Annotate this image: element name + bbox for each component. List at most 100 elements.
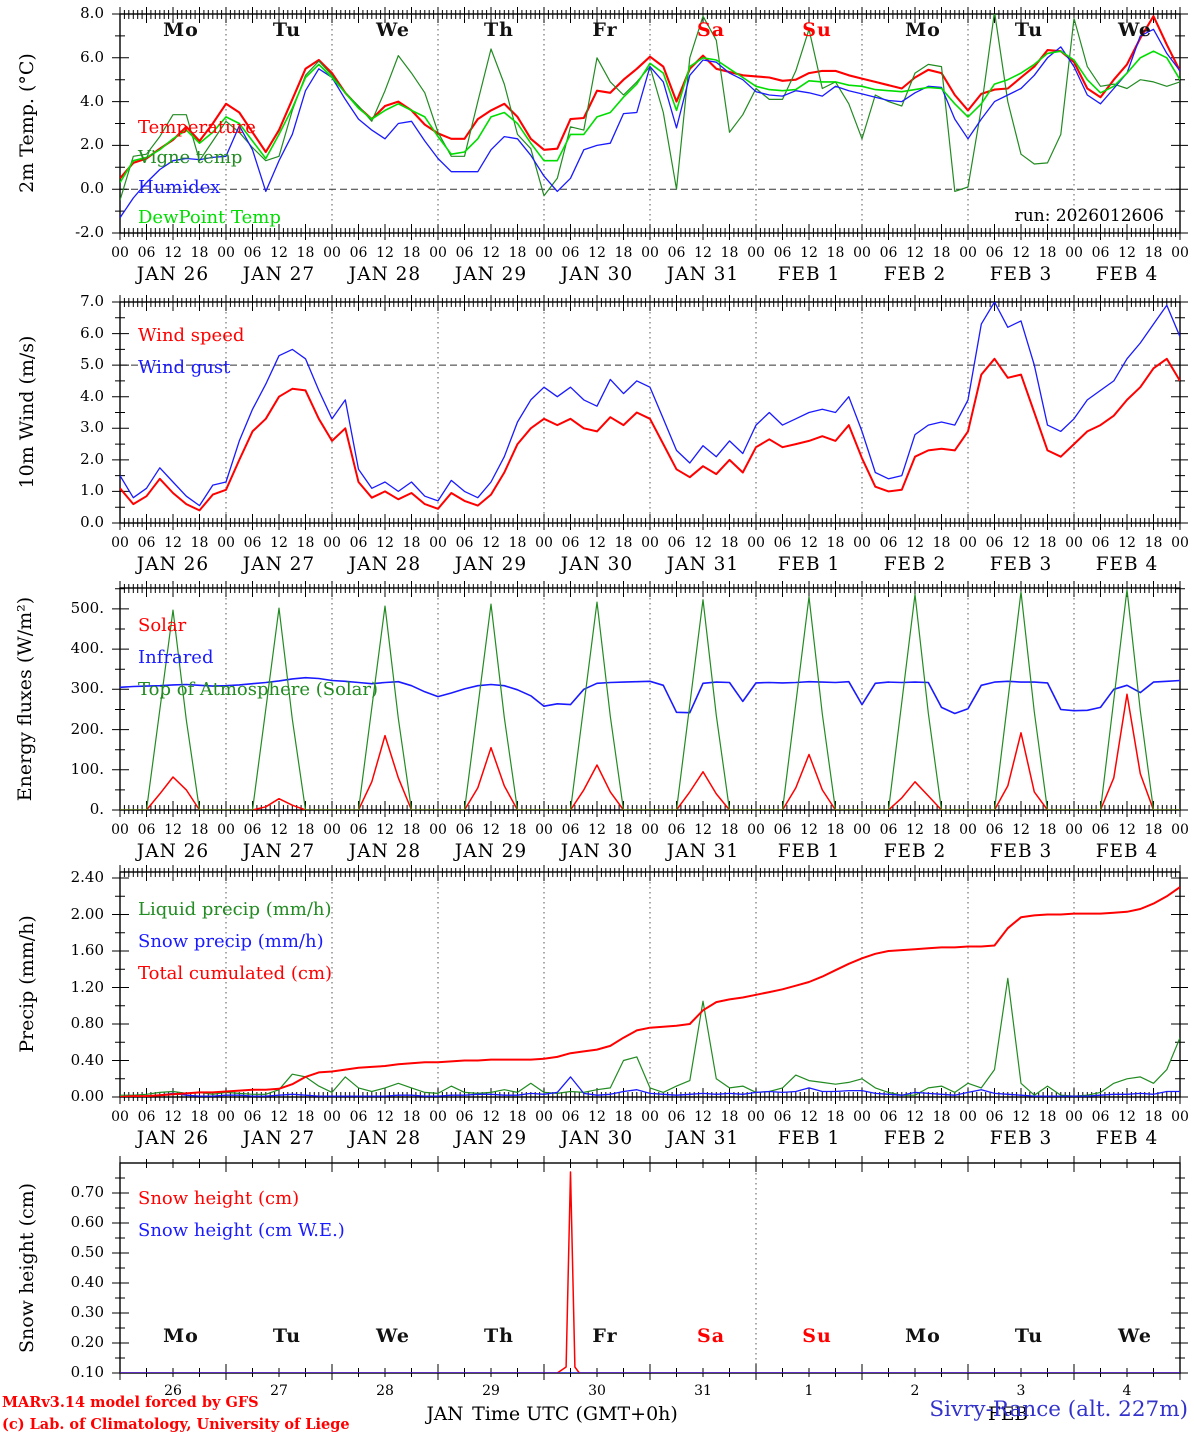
day-label-we-9: We [1118,19,1152,41]
day-label-su-6: Su [802,1325,832,1347]
x-hour-label: 18 [508,535,527,551]
day-gridlines [225,14,1075,233]
x-hour-label: 06 [349,1109,368,1125]
legend-wind-speed: Wind speed [138,325,245,346]
x-hour-label: 00 [1171,535,1189,551]
x-date-label: JAN 30 [560,554,634,575]
x-hour-label: 12 [270,535,288,551]
y-tick-label: 0.20 [70,1333,104,1351]
x-date-label: JAN 30 [560,1128,634,1149]
x-hour-label: 00 [429,535,447,551]
panel-precip [112,865,1188,1104]
x-hour-label: 00 [111,1109,129,1125]
x-hour-label: 12 [270,245,288,261]
x-hour-label: 12 [694,822,712,838]
x-day-number: 27 [270,1383,288,1399]
x-hour-label: 18 [1144,822,1163,838]
x-hour-label: 06 [1091,245,1110,261]
x-hour-label: 06 [1091,1109,1110,1125]
x-hour-label: 06 [879,1109,898,1125]
x-hour-label: 12 [588,245,606,261]
x-day-number: 31 [694,1383,712,1399]
credit-model-line: MARv3.14 model forced by GFS [2,1394,259,1411]
x-hour-label: 18 [402,535,421,551]
y-tick-label: 300. [70,679,104,698]
y-tick-label: 2.00 [70,904,104,923]
x-hour-label: 12 [482,822,500,838]
x-hour-label: 00 [535,245,553,261]
x-hour-label: 12 [588,535,606,551]
x-hour-label: 06 [1091,822,1110,838]
series-temperature [120,15,1180,179]
legend-snow-precip-mm-h: Snow precip (mm/h) [138,931,324,952]
y-tick-label: 200. [70,719,104,738]
x-day-number: 1 [804,1383,814,1399]
x-hour-label: 18 [1038,1109,1057,1125]
x-hour-label: 12 [1012,535,1030,551]
x-hour-label: 00 [429,1109,447,1125]
y-tick-label: 0.50 [70,1243,104,1261]
x-hour-label: 12 [588,822,606,838]
x-hour-label: 18 [614,535,633,551]
x-hour-label: 06 [243,1109,262,1125]
x-date-label: JAN 28 [348,264,422,285]
plot-frame [119,13,1181,234]
y-tick-label: 0.40 [70,1050,104,1069]
x-hour-label: 00 [747,535,765,551]
month-label-feb: FEB [988,1404,1028,1425]
x-hour-label: 12 [694,245,712,261]
day-label-th-3: Th [484,19,514,41]
x-hour-label: 06 [773,1109,792,1125]
y-tick-label: 1.20 [70,977,104,996]
x-date-label: JAN 27 [242,264,316,285]
x-hour-label: 00 [641,245,659,261]
x-date-label: FEB 3 [989,1128,1053,1149]
axis-ticks [112,295,1188,530]
x-hour-label: 18 [1038,535,1057,551]
day-label-we-2: We [376,19,410,41]
x-hour-label: 12 [588,1109,606,1125]
x-hour-label: 18 [190,1109,209,1125]
x-hour-label: 06 [561,1109,580,1125]
day-label-fr-4: Fr [592,19,618,41]
y-axis-title-snow: Snow height (cm) [16,1182,39,1354]
x-hour-label: 00 [853,535,871,551]
x-hour-label: 12 [376,535,394,551]
x-hour-label: 06 [455,245,474,261]
y-tick-label: 0.30 [70,1303,104,1321]
x-hour-label: 00 [853,245,871,261]
x-hour-label: 12 [1012,245,1030,261]
x-hour-label: 06 [137,245,156,261]
x-hour-label: 06 [243,822,262,838]
series-solar [120,693,1180,810]
x-hour-label: 12 [482,245,500,261]
x-hour-label: 06 [879,535,898,551]
x-hour-label: 18 [614,822,633,838]
x-hour-label: 18 [720,822,739,838]
x-hour-label: 18 [190,245,209,261]
x-day-number: 4 [1122,1383,1132,1399]
x-hour-label: 06 [667,1109,686,1125]
x-date-label: JAN 27 [242,554,316,575]
x-hour-label: 12 [164,1109,182,1125]
day-label-mo-0: Mo [163,19,199,41]
x-hour-label: 12 [694,535,712,551]
run-label: run: 2026012606 [1014,206,1164,226]
panel-wind [112,295,1188,530]
x-hour-label: 12 [906,822,924,838]
x-hour-label: 00 [959,245,977,261]
x-hour-label: 18 [826,245,845,261]
month-label-jan: JAN [426,1404,464,1425]
y-tick-label: 400. [70,639,104,658]
y-tick-label: 0.70 [70,1183,104,1201]
y-tick-label: 0.00 [70,1087,104,1105]
x-date-label: FEB 2 [883,554,947,575]
y-tick-label: 0.10 [70,1363,104,1381]
x-hour-label: 06 [243,245,262,261]
x-hour-label: 18 [932,822,951,838]
day-label-sa-5: Sa [696,1325,726,1347]
x-hour-label: 00 [853,1109,871,1125]
x-hour-label: 12 [1118,535,1136,551]
day-label-mo-7: Mo [905,19,941,41]
x-hour-label: 00 [217,822,235,838]
